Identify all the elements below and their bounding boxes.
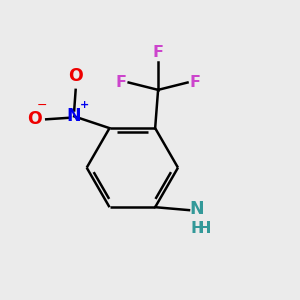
Text: N: N	[67, 107, 82, 125]
Text: H: H	[190, 221, 204, 236]
Text: O: O	[27, 110, 42, 128]
Text: N: N	[189, 200, 204, 218]
Text: +: +	[80, 100, 89, 110]
Text: O: O	[68, 68, 83, 85]
Text: F: F	[115, 75, 126, 90]
Text: −: −	[37, 99, 47, 112]
Text: H: H	[198, 221, 211, 236]
Text: F: F	[190, 75, 201, 90]
Text: F: F	[153, 45, 164, 60]
